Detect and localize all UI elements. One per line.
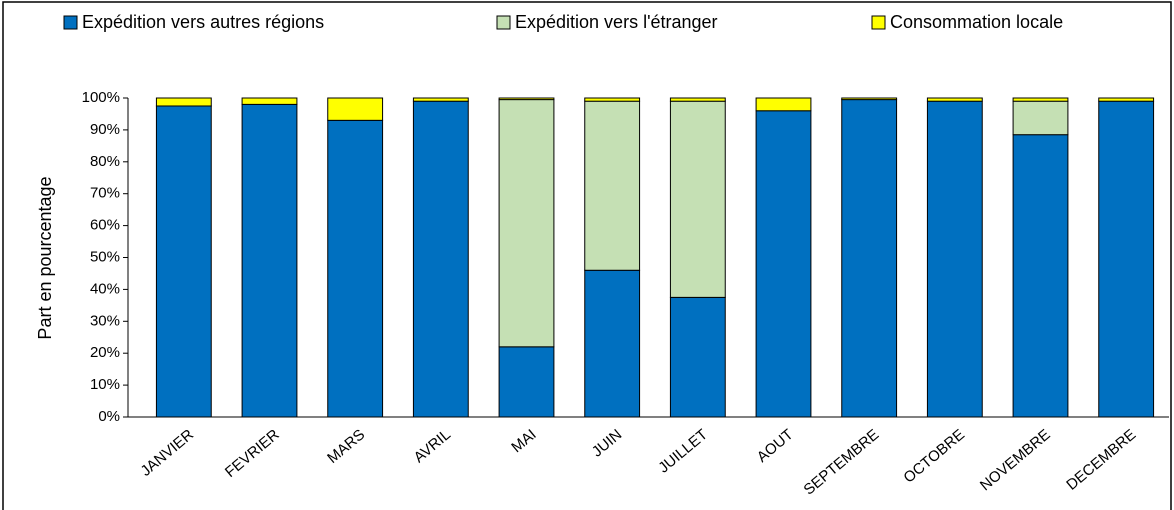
bar-segment	[669, 97, 726, 102]
bar-segment	[155, 105, 212, 418]
y-tick-label: 50%	[90, 248, 120, 265]
bar-segment	[926, 100, 983, 418]
bar-segment	[584, 97, 641, 102]
x-tick-label: AOUT	[754, 426, 797, 466]
legend-label: Consommation locale	[890, 12, 1063, 32]
bar-segment	[1098, 97, 1155, 102]
x-tick-label: MAI	[508, 426, 539, 456]
legend-swatch	[496, 15, 511, 30]
bar-segment	[1012, 134, 1069, 418]
bar-segment	[926, 97, 983, 102]
bar-segment	[498, 346, 555, 418]
legend-swatch	[871, 15, 886, 30]
bar-segment	[412, 100, 469, 418]
bar-segment	[755, 110, 812, 418]
y-tick-label: 80%	[90, 153, 120, 170]
y-tick-label: 90%	[90, 121, 120, 138]
bar-segment	[1098, 100, 1155, 418]
bar-segment	[584, 269, 641, 418]
bar-segment	[241, 97, 298, 105]
x-tick-label: OCTOBRE	[900, 426, 968, 487]
x-tick-label: NOVEMBRE	[977, 426, 1054, 494]
legend-swatch	[63, 15, 78, 30]
bar-segment	[327, 97, 384, 121]
x-tick-label: FEVRIER	[222, 426, 283, 481]
y-tick-label: 20%	[90, 344, 120, 361]
bar-segment	[498, 99, 555, 348]
y-tick-label: 70%	[90, 185, 120, 202]
x-tick-label: AVRIL	[411, 426, 454, 466]
x-tick-label: JANVIER	[137, 426, 197, 480]
x-tick-label: JUILLET	[655, 426, 711, 477]
x-tick-label: SEPTEMBRE	[800, 426, 882, 499]
legend-label: Expédition vers l'étranger	[515, 12, 718, 32]
y-tick-label: 0%	[98, 408, 120, 425]
y-tick-label: 60%	[90, 217, 120, 234]
bar-segment	[1012, 100, 1069, 136]
bar-segment	[669, 296, 726, 418]
bar-segment	[327, 119, 384, 418]
bar-segment	[584, 100, 641, 271]
bar-segment	[498, 97, 555, 101]
bar-segment	[841, 97, 898, 101]
y-axis-label: Part en pourcentage	[35, 176, 55, 339]
x-tick-label: MARS	[324, 426, 368, 467]
x-tick-label: DECEMBRE	[1063, 426, 1139, 494]
legend-label: Expédition vers autres régions	[82, 12, 324, 32]
y-tick-label: 40%	[90, 280, 120, 297]
bar-segment	[669, 100, 726, 298]
y-tick-label: 100%	[82, 89, 120, 106]
bar-segment	[1012, 97, 1069, 102]
bar-segment	[155, 97, 212, 107]
y-tick-label: 30%	[90, 312, 120, 329]
x-tick-label: JUIN	[589, 426, 625, 460]
bar-segment	[412, 97, 469, 102]
bar-segment	[241, 103, 298, 418]
bar-segment	[841, 99, 898, 418]
y-tick-label: 10%	[90, 376, 120, 393]
bar-segment	[755, 97, 812, 112]
